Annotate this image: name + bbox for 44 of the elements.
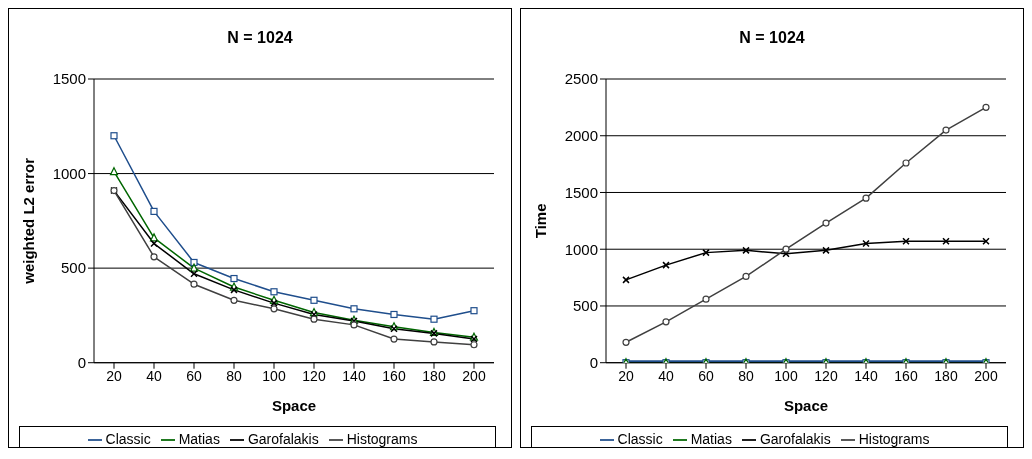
x-tick-label: 80	[738, 367, 754, 384]
x-tick-label: 40	[146, 367, 162, 384]
x-tick-label: 20	[106, 367, 122, 384]
x-tick-label: 200	[462, 367, 486, 384]
x-tick-label: 20	[618, 367, 634, 384]
x-tick-label: 80	[226, 367, 242, 384]
legend-label: Matias	[178, 430, 220, 447]
x-tick-label: 180	[934, 367, 958, 384]
y-tick-label: 0	[589, 354, 598, 372]
chart-title: N = 1024	[226, 29, 294, 48]
x-tick-label: 200	[974, 367, 998, 384]
legend-label: Classic	[617, 430, 663, 447]
legend-label: Histograms	[858, 430, 930, 447]
y-tick-label: 500	[60, 259, 86, 277]
y-tick-label: 1500	[564, 183, 598, 201]
x-axis-title: Space	[783, 396, 829, 414]
legend-label: Garofalakis	[247, 430, 319, 447]
y-tick-label: 2500	[564, 70, 598, 88]
x-tick-label: 120	[814, 367, 838, 384]
x-tick-label: 140	[854, 367, 878, 384]
x-tick-label: 160	[894, 367, 918, 384]
legend-label: Classic	[105, 430, 151, 447]
y-axis-title: weighted L2 error	[20, 157, 38, 285]
y-tick-label: 2000	[564, 127, 598, 145]
y-tick-label: 1500	[52, 70, 86, 88]
y-tick-label: 1000	[564, 240, 598, 258]
x-tick-label: 120	[302, 367, 326, 384]
y-tick-label: 1000	[52, 164, 86, 182]
legend-label: Garofalakis	[759, 430, 831, 447]
x-tick-label: 140	[342, 367, 366, 384]
legend-label: Matias	[690, 430, 732, 447]
y-axis-title: Time	[532, 203, 550, 239]
legend-label: Histograms	[346, 430, 418, 447]
x-tick-label: 160	[382, 367, 406, 384]
x-axis-title: Space	[271, 396, 317, 414]
x-tick-label: 60	[186, 367, 202, 384]
x-tick-label: 60	[698, 367, 714, 384]
y-tick-label: 0	[77, 354, 86, 372]
y-tick-label: 500	[572, 297, 598, 315]
x-tick-label: 180	[422, 367, 446, 384]
x-tick-label: 100	[774, 367, 798, 384]
x-tick-label: 40	[658, 367, 674, 384]
x-tick-label: 100	[262, 367, 286, 384]
chart-title: N = 1024	[738, 29, 806, 48]
